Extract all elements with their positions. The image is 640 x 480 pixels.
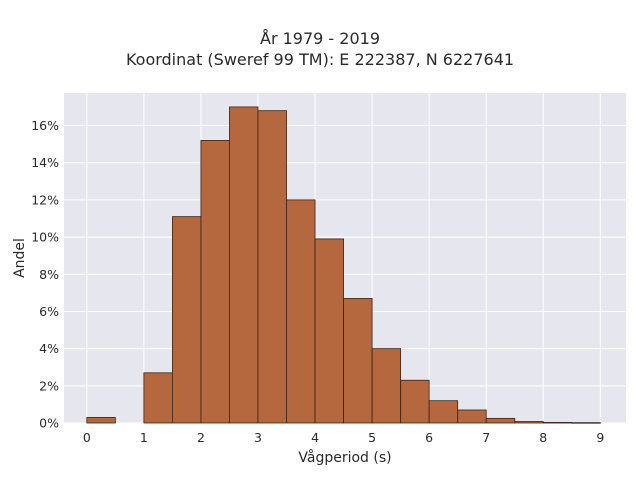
histogram-bar xyxy=(485,417,516,424)
histogram-bar xyxy=(200,140,230,424)
histogram-bar xyxy=(371,348,402,424)
histogram-bar xyxy=(542,422,573,424)
x-tick-label: 2 xyxy=(197,430,205,445)
chart-title: År 1979 - 2019 xyxy=(260,29,380,48)
histogram-bar xyxy=(343,298,373,424)
y-tick-label: 0% xyxy=(39,416,59,431)
histogram-bar xyxy=(571,422,601,424)
histogram-bar xyxy=(286,199,316,424)
x-tick-label: 3 xyxy=(254,430,262,445)
histogram-bar xyxy=(400,379,430,424)
y-tick-label: 4% xyxy=(39,341,59,356)
y-tick-label: 10% xyxy=(31,230,59,245)
histogram-bar xyxy=(172,216,202,424)
bars xyxy=(86,106,601,424)
histogram-bar xyxy=(257,110,287,424)
y-tick-label: 14% xyxy=(31,155,59,170)
y-tick-label: 12% xyxy=(31,192,59,207)
histogram-bar xyxy=(514,421,544,424)
x-tick-label: 9 xyxy=(596,430,604,445)
y-axis-ticks: 0% 2% 4% 6% 8% 10% 12% 14% 16% xyxy=(31,118,59,430)
x-axis-label: Vågperiod (s) xyxy=(298,449,391,466)
y-tick-label: 16% xyxy=(31,118,59,133)
histogram-bar xyxy=(143,372,173,424)
x-tick-label: 8 xyxy=(539,430,547,445)
histogram-bar xyxy=(428,400,459,424)
x-tick-label: 7 xyxy=(482,430,490,445)
histogram-bar xyxy=(314,238,344,424)
x-axis-ticks: 0 1 2 3 4 5 6 7 8 9 xyxy=(83,430,605,445)
x-tick-label: 5 xyxy=(368,430,376,445)
chart-subtitle: Koordinat (Sweref 99 TM): E 222387, N 62… xyxy=(125,50,515,69)
x-tick-label: 6 xyxy=(425,430,433,445)
y-tick-label: 6% xyxy=(39,304,59,319)
y-axis-label: Andel xyxy=(12,238,28,278)
y-tick-label: 2% xyxy=(39,378,59,393)
histogram-bar xyxy=(457,409,487,424)
histogram-bar xyxy=(86,417,116,424)
y-tick-label: 8% xyxy=(39,267,59,282)
histogram-bar xyxy=(229,106,259,424)
x-tick-label: 1 xyxy=(140,430,148,445)
x-tick-label: 4 xyxy=(311,430,319,445)
x-tick-label: 0 xyxy=(83,430,91,445)
